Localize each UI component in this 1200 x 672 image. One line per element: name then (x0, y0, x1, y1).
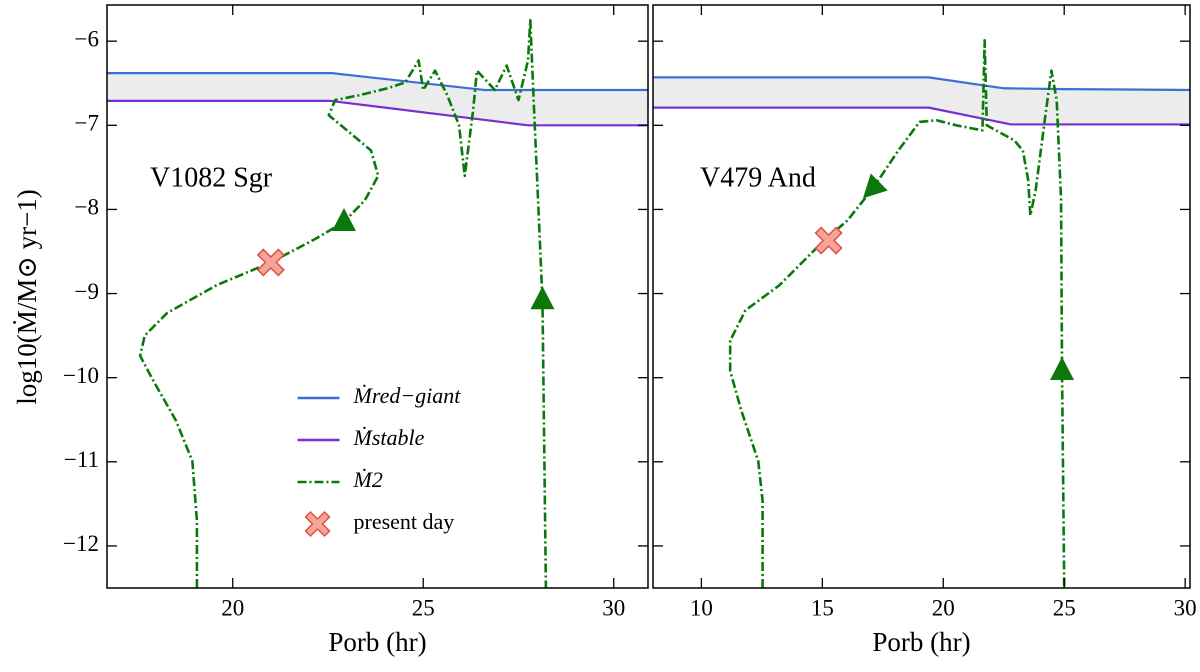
axes-frame (652, 4, 1191, 589)
legend-label: Ṁ2 (353, 467, 383, 492)
legend-label: present day (354, 509, 455, 534)
series-line (107, 72, 648, 92)
series-line (138, 18, 548, 588)
y-tick-label: −8 (75, 195, 99, 220)
legend-marker (304, 510, 331, 538)
direction-arrow (331, 208, 356, 232)
x-tick-label: 25 (1053, 595, 1076, 620)
panel-annotation: V1082 Sgr (150, 162, 273, 193)
shaded-region (107, 72, 648, 126)
panel-annotation: V479 And (700, 162, 816, 193)
x-axis-label: Porb (hr) (328, 627, 426, 657)
present-day-marker (814, 226, 843, 255)
series-line (107, 99, 648, 127)
x-axis-label: Porb (hr) (872, 627, 970, 657)
direction-arrow (862, 173, 888, 199)
plot-area (653, 39, 1190, 588)
shaded-region (653, 76, 1190, 125)
legend-label: Ṁred−giant (353, 383, 462, 408)
y-tick-label: −10 (63, 363, 99, 388)
x-tick-label: 20 (221, 595, 244, 620)
y-tick-label: −11 (64, 447, 99, 472)
present-day-marker (256, 248, 285, 277)
x-tick-label: 25 (412, 595, 435, 620)
y-tick-label: −12 (63, 531, 99, 556)
x-tick-label: 10 (690, 595, 713, 620)
x-tick-label: 20 (932, 595, 955, 620)
series-line (653, 106, 1190, 126)
plot-area (107, 18, 648, 588)
y-tick-label: −6 (75, 26, 99, 51)
x-tick-label: 30 (602, 595, 625, 620)
legend-label: Ṁstable (353, 425, 425, 450)
y-tick-label: −9 (75, 279, 99, 304)
direction-arrow (1050, 356, 1075, 380)
direction-arrow (530, 286, 555, 310)
series-line (728, 39, 1066, 588)
axes-frame (106, 4, 649, 589)
x-tick-label: 15 (811, 595, 834, 620)
x-tick-label: 30 (1174, 595, 1197, 620)
y-tick-label: −7 (75, 111, 99, 136)
y-axis-label: log10(Ṁ/M⊙ yr−1) (12, 189, 42, 405)
series-line (653, 76, 1190, 92)
